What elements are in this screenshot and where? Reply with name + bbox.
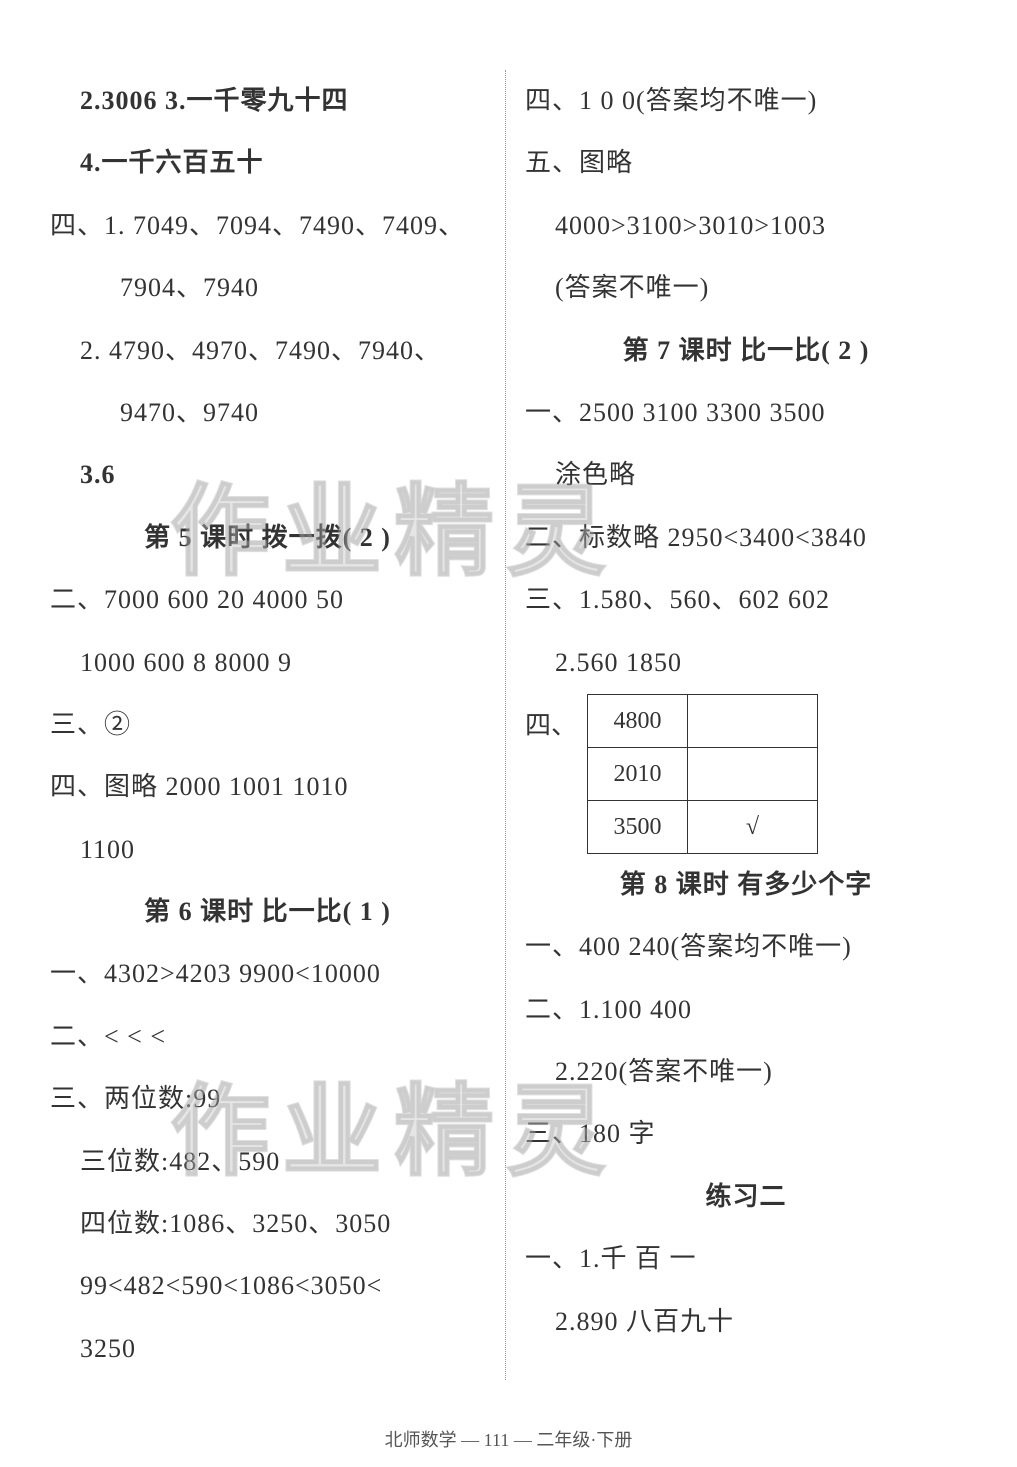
text-line: 1100 (50, 819, 485, 881)
label: 二、1.100 400 (525, 995, 692, 1024)
label: 二、< < < (50, 1022, 166, 1051)
table-cell: 2010 (588, 747, 688, 800)
label: 一、1.千 百 一 (525, 1244, 697, 1273)
text-line: (答案不唯一) (525, 257, 967, 319)
label: 4000>3100>3010>1003 (555, 211, 826, 240)
label: 三、② (50, 710, 131, 739)
text-line: 四、1. 7049、7094、7490、7409、 (50, 195, 485, 257)
text-line: 2.560 1850 (525, 632, 967, 694)
title-text: 第 8 课时 有多少个字 (620, 870, 873, 899)
table-cell-check: √ (688, 800, 818, 853)
label: 三位数:482、590 (80, 1147, 280, 1176)
text-line: 7904、7940 (50, 257, 485, 319)
label: 四、图略 2000 1001 1010 (50, 772, 349, 801)
label: 四、1. 7049、7094、7490、7409、 (50, 211, 465, 240)
text-line: 一、400 240(答案均不唯一) (525, 916, 967, 978)
label: 4.一千六百五十 (80, 148, 264, 177)
table-row: 3500 √ (588, 800, 818, 853)
text-line: 三、180 字 (525, 1103, 967, 1165)
text-line: 2. 4790、4970、7490、7940、 (50, 320, 485, 382)
label: 9470、9740 (120, 398, 259, 427)
footer-text: 北师数学 — 111 — 二年级·下册 (385, 1430, 633, 1450)
section-title-5: 第 5 课时 拨一拨( 2 ) (50, 507, 485, 569)
section-title-7: 第 7 课时 比一比( 2 ) (525, 320, 967, 382)
text-line: 一、4302>4203 9900<10000 (50, 943, 485, 1005)
label: 一、4302>4203 9900<10000 (50, 959, 381, 988)
label: 2.560 1850 (555, 648, 682, 677)
text-line: 涂色略 (525, 444, 967, 506)
label: 四、1 0 0(答案均不唯一) (525, 86, 817, 115)
title-text: 练习二 (705, 1182, 786, 1211)
text-line: 2.220(答案不唯一) (525, 1041, 967, 1103)
table-row: 2010 (588, 747, 818, 800)
table-cell (688, 694, 818, 747)
left-column: 2.3006 3.一千零九十四 4.一千六百五十 四、1. 7049、7094、… (50, 70, 505, 1380)
table-row: 4800 (588, 694, 818, 747)
table-cell: 4800 (588, 694, 688, 747)
text-line: 二、1.100 400 (525, 979, 967, 1041)
row-with-table: 四、 4800 2010 3500 √ (525, 694, 967, 854)
label: 1100 (80, 835, 135, 864)
page-footer: 北师数学 — 111 — 二年级·下册 (0, 1426, 1017, 1452)
text-line: 四、1 0 0(答案均不唯一) (525, 70, 967, 132)
text-line: 二、7000 600 20 4000 50 (50, 569, 485, 631)
text-line: 三、两位数:99 (50, 1068, 485, 1130)
text-line: 一、1.千 百 一 (525, 1228, 967, 1290)
column-divider (505, 70, 506, 1380)
text-line: 99<482<590<1086<3050< (50, 1255, 485, 1317)
table-cell: 3500 (588, 800, 688, 853)
label: 四位数:1086、3250、3050 (80, 1209, 391, 1238)
title-text: 第 6 课时 比一比( 1 ) (144, 897, 391, 926)
section-title-ex2: 练习二 (525, 1166, 967, 1228)
label: 三、1.580、560、602 602 (525, 585, 830, 614)
label: 三、180 字 (525, 1119, 656, 1148)
text-line: 五、图略 (525, 132, 967, 194)
text-line: 3250 (50, 1318, 485, 1380)
text-line: 二、< < < (50, 1006, 485, 1068)
text-line: 二、标数略 2950<3400<3840 (525, 507, 967, 569)
label: 3.6 (80, 460, 116, 489)
text-line: 2.890 八百九十 (525, 1291, 967, 1353)
label: 一、2500 3100 3300 3500 (525, 398, 826, 427)
text-line: 三位数:482、590 (50, 1131, 485, 1193)
label: 三、两位数:99 (50, 1084, 221, 1113)
title-text: 第 7 课时 比一比( 2 ) (623, 336, 870, 365)
text-line: 1000 600 8 8000 9 (50, 632, 485, 694)
right-column: 四、1 0 0(答案均不唯一) 五、图略 4000>3100>3010>1003… (505, 70, 967, 1380)
label: 二、标数略 2950<3400<3840 (525, 523, 867, 552)
label: 1000 600 8 8000 9 (80, 648, 292, 677)
text-line: 3.6 (50, 444, 485, 506)
label: 涂色略 (555, 460, 636, 489)
label: 7904、7940 (120, 273, 259, 302)
label: (答案不唯一) (555, 273, 709, 302)
label: 一、400 240(答案均不唯一) (525, 932, 852, 961)
label: 五、图略 (525, 148, 633, 177)
text-line: 一、2500 3100 3300 3500 (525, 382, 967, 444)
label: 2. 4790、4970、7490、7940、 (80, 336, 441, 365)
text-line: 2.3006 3.一千零九十四 (50, 70, 485, 132)
label: 3250 (80, 1334, 136, 1363)
text-line: 三、② (50, 694, 485, 756)
text-line: 四、图略 2000 1001 1010 (50, 756, 485, 818)
label: 2.3006 3.一千零九十四 (80, 86, 349, 115)
table-prefix: 四、 (525, 694, 577, 752)
section-title-6: 第 6 课时 比一比( 1 ) (50, 881, 485, 943)
answer-table: 4800 2010 3500 √ (587, 694, 818, 854)
title-text: 第 5 课时 拨一拨( 2 ) (144, 523, 391, 552)
label: 2.220(答案不唯一) (555, 1057, 773, 1086)
text-line: 4000>3100>3010>1003 (525, 195, 967, 257)
page-container: 2.3006 3.一千零九十四 4.一千六百五十 四、1. 7049、7094、… (50, 70, 967, 1380)
text-line: 9470、9740 (50, 382, 485, 444)
label: 四、 (525, 711, 577, 740)
table-cell (688, 747, 818, 800)
label: 99<482<590<1086<3050< (80, 1271, 382, 1300)
text-line: 三、1.580、560、602 602 (525, 569, 967, 631)
label: 2.890 八百九十 (555, 1307, 734, 1336)
label: 二、7000 600 20 4000 50 (50, 585, 344, 614)
text-line: 4.一千六百五十 (50, 132, 485, 194)
section-title-8: 第 8 课时 有多少个字 (525, 854, 967, 916)
text-line: 四位数:1086、3250、3050 (50, 1193, 485, 1255)
